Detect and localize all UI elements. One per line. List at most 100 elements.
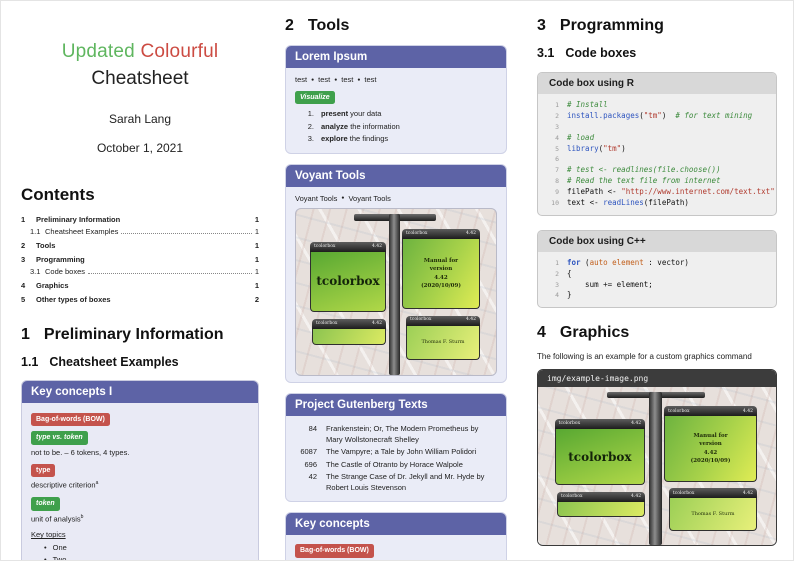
toc-entry-preliminary-information[interactable]: 1 Preliminary Information 1 [21,215,259,224]
title-word-colourful: Colourful [140,41,219,62]
tcolorbox-header-version: 4.42 [371,320,382,326]
tcolorbox-box-header: tcolorbox 4.42 [668,488,757,499]
code-line: 3 sum += element; [546,280,768,291]
toc-page: 2 [254,295,259,304]
dot-separator-icon [337,194,348,203]
code-text: for (auto element : vector) [567,257,689,267]
toc-page: 1 [254,281,259,290]
tcolorbox-small-body [312,328,386,346]
subsection-number: 3.1 [537,46,555,60]
tcolorbox-author-text: Thomas F. Sturm [421,338,465,345]
toc-entry-other-boxes[interactable]: 5 Other types of boxes 2 [21,295,259,304]
section-2-heading: 2 Tools [285,17,507,35]
toc-entry-graphics[interactable]: 4 Graphics 1 [21,281,259,290]
code-line: 4} [546,290,768,301]
key-concepts-1-box: Key concepts I Bag-of-words (BOW) type v… [21,380,259,560]
line-number: 4 [555,291,559,300]
manual-text-line: Manual for [693,433,728,440]
section-3-heading: 3 Programming [537,17,777,35]
code-line: 3 [546,122,768,133]
toc-label: Cheatsheet Examples [45,227,119,236]
key-concepts-2-body: Bag-of-words (BOW) Zipf's Law _äÄjtäLg/(… [286,535,506,560]
tcolorbox-header-label: tcolorbox [561,494,583,500]
line-number: 7 [555,166,559,175]
key-concepts-2-box: Key concepts Bag-of-words (BOW) Zipf's L… [285,512,507,560]
line-number: 4 [555,133,559,142]
line-number: 9 [555,188,559,196]
section-4-heading: 4 Graphics [537,324,777,342]
tcolorbox-author-box: tcolorbox 4.42 Thomas F. Sturm [668,488,757,532]
tcolorbox-box-header: tcolorbox 4.42 [406,315,480,326]
toc-leader [88,273,252,274]
section-number: 3 [537,17,546,34]
toc-entry-tools[interactable]: 2 Tools 1 [21,241,259,250]
subsection-title: Cheatsheet Examples [49,355,179,369]
test-item-list: test test test test [295,75,497,86]
tcolorbox-manual-box: tcolorbox 4.42 Manual for version 4.42 (2… [664,406,757,483]
tcolorbox-small-box: tcolorbox 4.42 [557,491,646,517]
table-row: 696 The Castle of Otranto by Horace Walpo… [295,460,497,471]
table-row: 42 The Strange Case of Dr. Jekyll and Mr.… [295,472,497,493]
token-definition: unit of analysisb [31,514,249,525]
toc-label: Tools [36,241,56,250]
section-3-1-heading: 3.1 Code boxes [537,46,777,60]
table-of-contents: 1 Preliminary Information 1 1.1 Cheatshe… [21,215,259,304]
tcolorbox-author-box: tcolorbox 4.42 Thomas F. Sturm [406,315,480,361]
book-title: The Strange Case of Dr. Jekyll and Mr. H… [326,472,485,492]
book-id: 84 [308,424,317,434]
tcolorbox-header-label: tcolorbox [558,421,581,427]
tcolorbox-header-version: 4.42 [631,494,642,500]
tcolorbox-header-label: tcolorbox [314,244,336,250]
doc-date: October 1, 2021 [96,141,184,155]
book-title: The Vampyre; a Tale by John William Poli… [326,447,477,457]
key-concepts-1-title: Key concepts I [22,381,258,403]
code-line: 7 # test <- readlines(file.choose()) [546,165,768,176]
line-number: 2 [555,269,559,278]
code-text: } [567,290,572,300]
section-number: 1 [21,326,30,343]
test-item: test [318,75,331,84]
dot-separator-icon [330,75,341,84]
tcolorbox-logo-text: tcolorbox [316,274,380,289]
manual-text-line: 4.42 [703,449,718,456]
subsection-title: Code boxes [565,46,637,60]
tcolorbox-header-label: tcolorbox [316,320,338,326]
author-name: Sarah Lang [108,112,172,126]
pole-graphic [389,214,400,376]
line-number: 10 [551,198,559,207]
tcolorbox-box-header: tcolorbox 4.42 [312,318,386,329]
tcolorbox-header-label: tcolorbox [410,317,432,323]
dot-separator-icon [307,75,318,84]
section-number: 4 [537,324,546,342]
step-text: explore the findings [321,134,389,144]
manual-text-line: version [699,441,722,448]
toc-entry-cheatsheet-examples[interactable]: 1.1 Cheatsheet Examples 1 [21,227,259,236]
tcolorbox-header-label: tcolorbox [672,490,695,496]
tcolorbox-logo-text: tcolorbox [568,449,632,464]
toc-label: Programming [36,255,85,264]
step-item: 1. present your data [295,109,497,120]
code-line: 1 # Install [546,100,768,111]
voyant-item: Voyant Tools [348,193,391,203]
tcolorbox-manual-body: Manual for version 4.42 (2020/10/09) [402,239,480,309]
toc-entry-programming[interactable]: 3 Programming 1 [21,255,259,264]
voyant-item-list: Voyant Tools Voyant Tools [295,194,497,205]
code-line: 2{ [546,269,768,280]
test-item: test [341,75,354,84]
book-id: 42 [308,472,317,482]
test-item: test [364,75,377,84]
toc-num: 1 [21,215,26,224]
column-middle: 2 Tools Lorem Ipsum test test test test Vis… [285,1,507,560]
tcolorbox-header-label: tcolorbox [668,408,690,414]
tcolorbox-header-version: 4.42 [631,421,642,427]
line-number: 5 [555,144,559,153]
code-line: 10 text <- readLines(filePath) [546,198,768,209]
manual-text-line: (2020/10/09) [421,282,461,289]
toc-entry-code-boxes[interactable]: 3.1 Code boxes 1 [21,267,259,276]
tcolorbox-logo-body: tcolorbox [554,428,646,486]
gutenberg-box-title: Project Gutenberg Texts [286,394,506,417]
book-title: Frankenstein; Or, The Modern Prometheus … [326,424,479,444]
code-text: filePath <- "http://www.internet.com/tex… [567,187,775,196]
line-number: 6 [555,155,559,164]
